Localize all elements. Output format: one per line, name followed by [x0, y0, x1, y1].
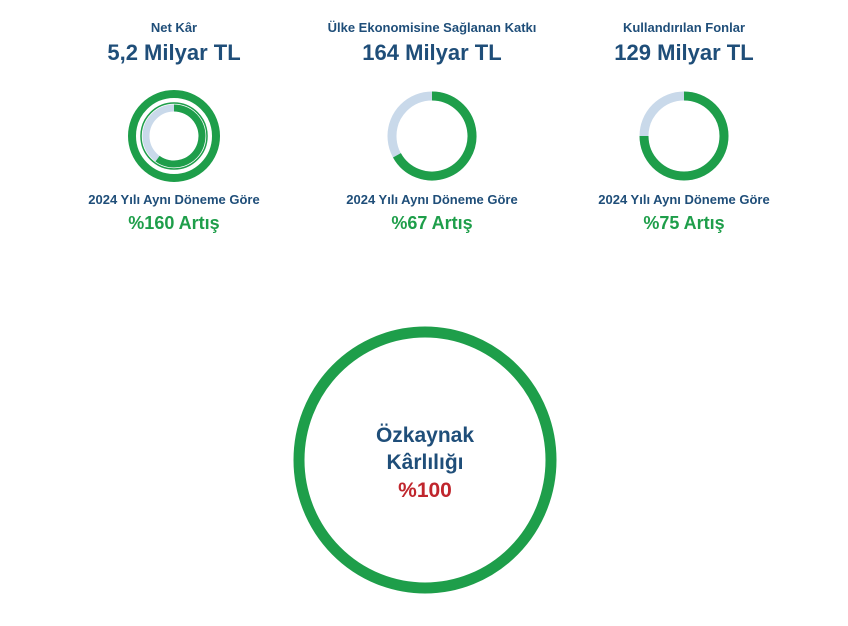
- highlight-value: %100: [398, 479, 452, 502]
- ring-value-arc: [393, 91, 477, 181]
- ring-inner-border: [140, 102, 208, 170]
- big-ring-arc: [293, 326, 557, 594]
- equity-profitability-text: Özkaynak Kârlılığı %100: [290, 422, 560, 506]
- change-value: %160 Artış: [128, 213, 220, 233]
- change-value: %67 Artış: [391, 213, 473, 233]
- progress-ring-net-profit: [128, 90, 220, 182]
- big-progress-ring: [293, 326, 557, 594]
- metric-card-net-profit: Net Kâr 5,2 Milyar TL 2024 Yılı Aynı Dön…: [44, 20, 304, 234]
- equity-profitability-ring: Özkaynak Kârlılığı %100: [290, 322, 560, 598]
- change-value: %75 Artış: [643, 213, 725, 233]
- metric-value: 129 Milyar TL: [614, 40, 754, 65]
- progress-ring-funds-used: [639, 91, 729, 181]
- ring-value-arc: [639, 91, 729, 181]
- metric-value: 5,2 Milyar TL: [107, 40, 241, 65]
- metric-card-funds-used: Kullandırılan Fonlar 129 Milyar TL 2024 …: [554, 20, 814, 234]
- highlight-title-line2: Kârlılığı: [386, 451, 464, 474]
- comparison-label: 2024 Yılı Aynı Döneme Göre: [598, 192, 770, 207]
- metric-card-economy-contribution: Ülke Ekonomisine Sağlanan Katkı 164 Mily…: [302, 20, 562, 234]
- metric-label: Net Kâr: [150, 20, 198, 35]
- metric-label: Kullandırılan Fonlar: [622, 20, 746, 35]
- comparison-label: 2024 Yılı Aynı Döneme Göre: [346, 192, 518, 207]
- highlight-title-line1: Özkaynak: [375, 424, 475, 447]
- metric-label: Ülke Ekonomisine Sağlanan Katkı: [327, 20, 537, 35]
- ring-value-arc-extra: [155, 104, 206, 168]
- comparison-label: 2024 Yılı Aynı Döneme Göre: [88, 192, 260, 207]
- ring-value-arc-full: [128, 90, 220, 182]
- progress-ring-economy-contribution: [387, 91, 477, 181]
- metric-value: 164 Milyar TL: [362, 40, 502, 65]
